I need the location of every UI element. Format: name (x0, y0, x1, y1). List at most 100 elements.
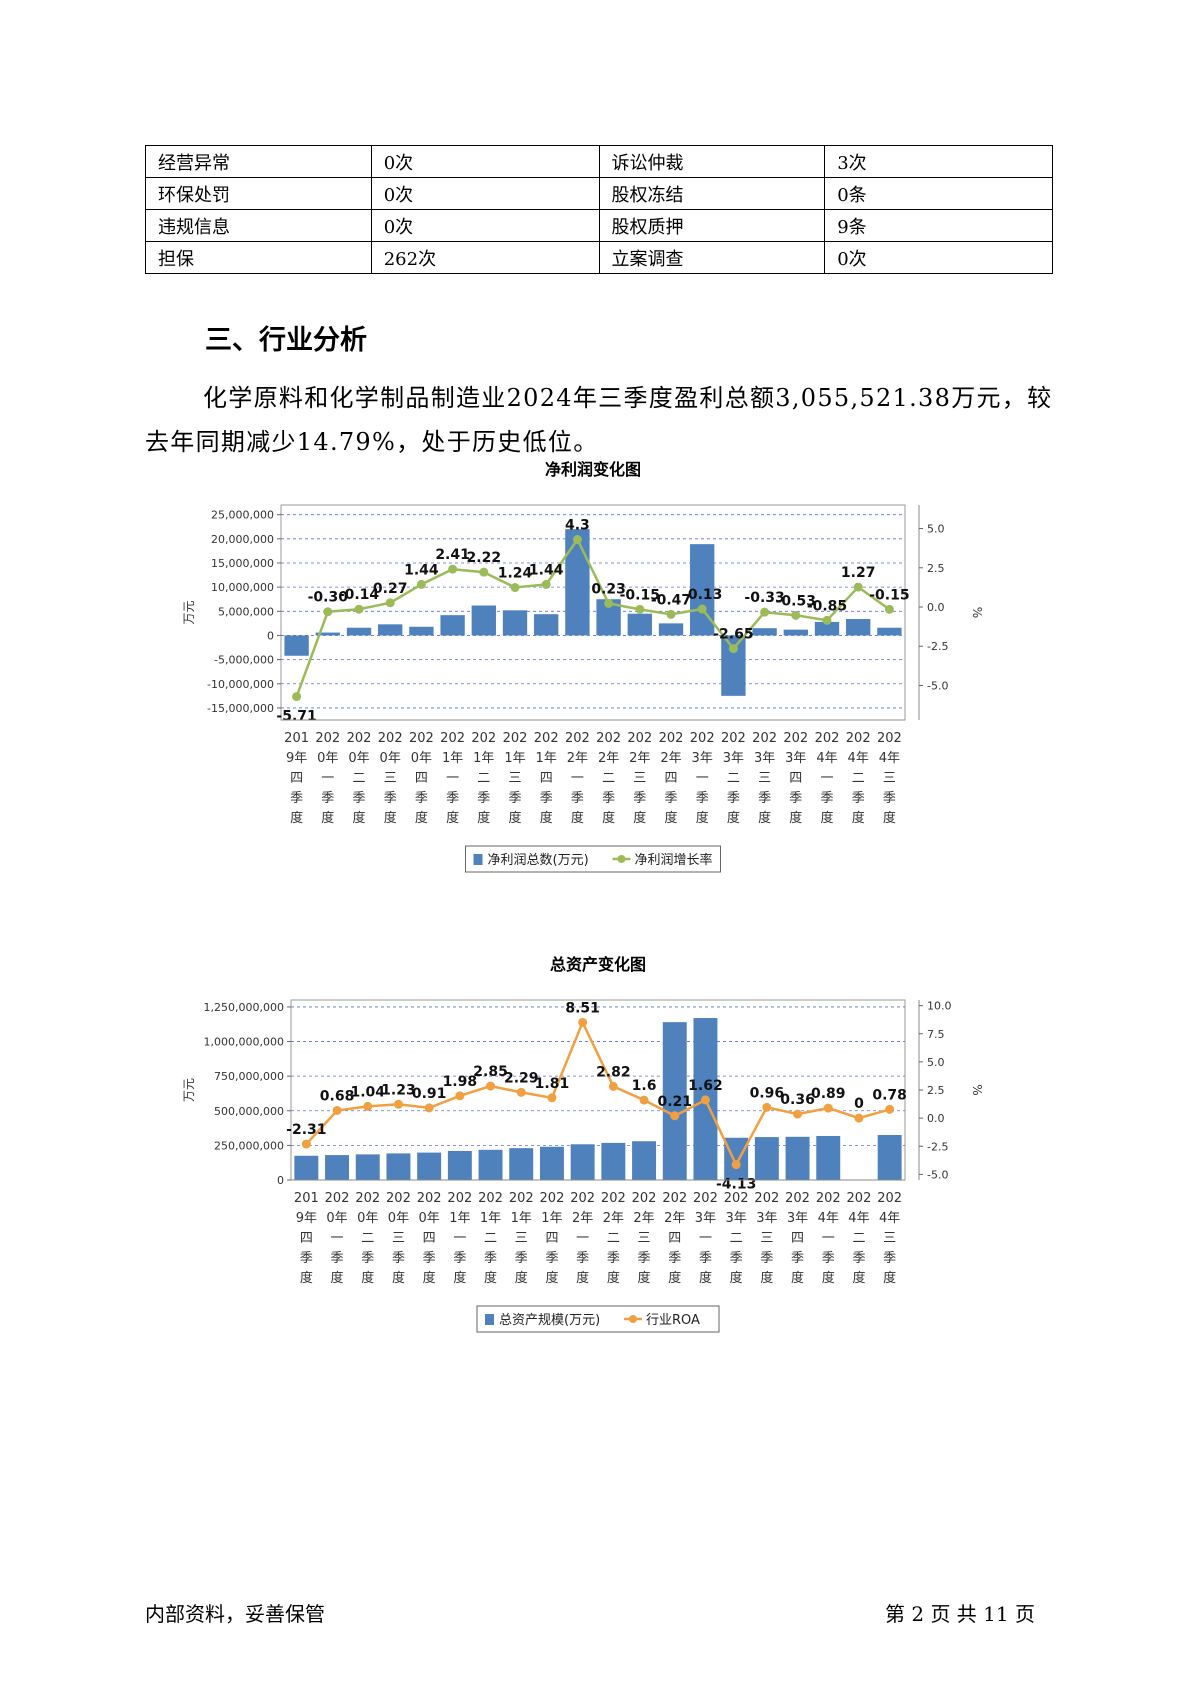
x-tick-label: 季 (477, 791, 490, 806)
y-tick-label: 1,250,000,000 (204, 1001, 284, 1014)
x-tick-label: 季 (300, 1251, 313, 1266)
x-tick-label: 季 (607, 1251, 620, 1266)
x-tick-label: 三 (638, 1231, 651, 1246)
x-tick-label: 季 (791, 1251, 804, 1266)
series-line (305, 1019, 890, 1168)
x-tick-label: 二 (602, 771, 615, 786)
x-tick-label: 202 (509, 1191, 534, 1206)
line-point (853, 582, 863, 592)
line-point (455, 1091, 465, 1101)
x-tick-label: 0年 (348, 751, 369, 766)
y2-tick-label: 5.0 (927, 1056, 945, 1069)
bar (565, 529, 590, 636)
x-tick-label: 4年 (879, 751, 900, 766)
line-point (572, 535, 582, 545)
x-tick-label: 202 (846, 731, 871, 746)
line-point (332, 1105, 342, 1115)
bar (284, 635, 309, 656)
footer-confidential-note: 内部资料，妥善保管 (145, 1602, 325, 1626)
bar (378, 624, 403, 636)
data-label: -0.15 (620, 587, 660, 603)
x-tick-label: 3年 (756, 1211, 777, 1226)
x-tick-label: 三 (392, 1231, 405, 1246)
bar (662, 1022, 687, 1180)
bar (409, 626, 434, 636)
data-label: 0.89 (811, 1086, 846, 1102)
legend-label: 净利润总数(万元) (488, 853, 589, 868)
x-tick-label: 202 (534, 731, 559, 746)
line-point (354, 604, 364, 614)
x-tick-label: 季 (668, 1251, 681, 1266)
bar (534, 614, 559, 636)
table-cell-value: 3次 (824, 145, 1053, 178)
x-tick-label: 0年 (357, 1211, 378, 1226)
x-tick-label: 202 (816, 1191, 841, 1206)
x-tick-label: 3年 (726, 1211, 747, 1226)
x-tick-label: 4年 (816, 751, 837, 766)
y2-tick-label: 5.0 (927, 523, 945, 536)
x-tick-label: 季 (446, 791, 459, 806)
data-label: -0.13 (682, 587, 722, 603)
bar (570, 1144, 595, 1180)
x-tick-label: 1年 (536, 751, 557, 766)
table-cell-value: 0次 (370, 209, 600, 242)
x-tick-label: 度 (352, 810, 365, 826)
x-tick-label: 一 (820, 771, 833, 786)
x-tick-label: 2年 (603, 1211, 624, 1226)
x-tick-label: 一 (822, 1231, 835, 1246)
data-label: 0.68 (320, 1088, 355, 1104)
x-tick-label: 季 (760, 1251, 773, 1266)
x-tick-label: 季 (392, 1251, 405, 1266)
x-tick-label: 度 (668, 1270, 681, 1286)
x-tick-label: 季 (638, 1251, 651, 1266)
x-tick-label: 三 (515, 1231, 528, 1246)
x-tick-label: 季 (696, 791, 709, 806)
x-tick-label: 度 (571, 810, 584, 826)
bar (816, 1135, 841, 1180)
x-tick-label: 度 (638, 1270, 651, 1286)
bar (658, 623, 684, 636)
x-tick-label: 度 (361, 1270, 374, 1286)
data-label: 0.96 (750, 1085, 785, 1101)
x-tick-label: 一 (571, 771, 584, 786)
line-point (292, 692, 302, 702)
x-tick-label: 度 (852, 810, 865, 826)
line-point (666, 609, 676, 619)
data-label: -0.30 (308, 590, 349, 606)
x-tick-label: 202 (785, 1191, 810, 1206)
x-tick-label: 一 (321, 771, 334, 786)
x-tick-label: 四 (664, 771, 677, 786)
data-label: -0.15 (869, 587, 909, 603)
x-tick-label: 度 (477, 810, 490, 826)
x-tick-label: 季 (699, 1251, 712, 1266)
table-cell-value: 0次 (370, 177, 600, 210)
data-label: -0.47 (651, 592, 691, 608)
data-label: -0.85 (807, 598, 847, 614)
y-tick-label: 0 (277, 1174, 284, 1187)
line-point (608, 1081, 618, 1091)
y2-tick-label: 2.5 (927, 1084, 945, 1097)
x-tick-label: 三 (758, 771, 771, 786)
y-tick-label: 10,000,000 (211, 581, 274, 594)
x-tick-label: 季 (633, 791, 646, 806)
y-axis-label: 万元 (182, 1078, 196, 1102)
data-label: 1.98 (443, 1074, 478, 1090)
x-tick-label: 202 (627, 731, 652, 746)
x-tick-label: 一 (696, 771, 709, 786)
x-tick-label: 202 (690, 731, 715, 746)
x-tick-label: 季 (789, 791, 802, 806)
x-tick-label: 2年 (664, 1211, 685, 1226)
x-tick-label: 度 (852, 1270, 865, 1286)
x-tick-label: 季 (545, 1251, 558, 1266)
x-tick-label: 度 (760, 1270, 773, 1286)
x-tick-label: 2年 (629, 751, 650, 766)
data-label: 0 (854, 1096, 864, 1112)
y2-axis-label: % (970, 1084, 984, 1095)
bar (601, 1142, 626, 1180)
y-tick-label: 500,000,000 (214, 1105, 284, 1118)
x-tick-label: 202 (724, 1191, 749, 1206)
data-label: -0.53 (776, 593, 816, 609)
data-label: 1.6 (632, 1078, 657, 1094)
x-tick-label: 四 (668, 1231, 681, 1246)
